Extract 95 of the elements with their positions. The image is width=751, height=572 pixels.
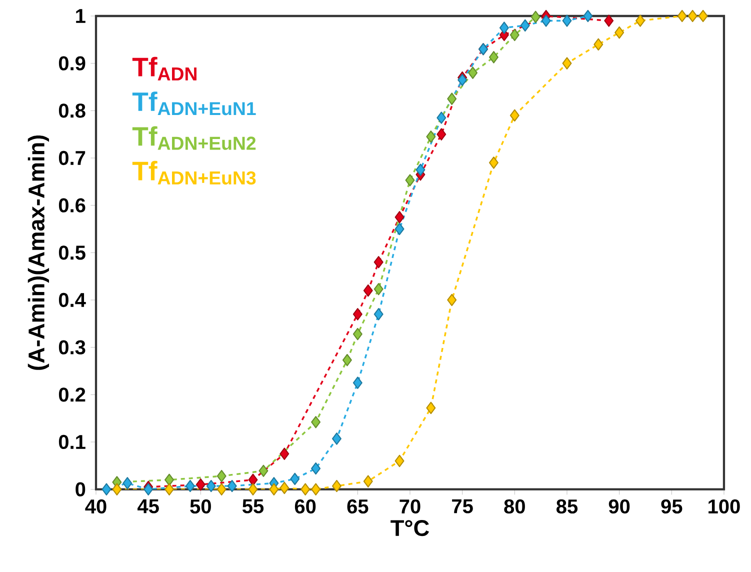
point bbox=[332, 480, 342, 492]
point bbox=[352, 308, 362, 320]
x-axis-title: T°C bbox=[390, 520, 430, 536]
point bbox=[185, 480, 195, 492]
x-tick-label: 80 bbox=[504, 499, 525, 514]
point bbox=[196, 478, 206, 491]
x-tick-label: 75 bbox=[452, 499, 473, 514]
point bbox=[311, 416, 321, 428]
x-tick-label: 70 bbox=[400, 499, 420, 514]
point bbox=[300, 483, 310, 496]
text: Tf$_{ADN+EuN2}$ bbox=[132, 126, 256, 150]
point bbox=[374, 256, 384, 268]
point bbox=[426, 130, 436, 143]
point bbox=[394, 211, 404, 224]
point bbox=[311, 462, 321, 475]
point bbox=[374, 282, 384, 296]
point bbox=[290, 472, 300, 486]
point bbox=[416, 164, 426, 176]
point bbox=[468, 66, 478, 79]
point bbox=[436, 112, 446, 124]
text: Tf$_{ADN+EuN3}$ bbox=[132, 160, 256, 185]
y-tick-label: 0.2 bbox=[58, 388, 86, 402]
y-tick-label: 0.6 bbox=[58, 198, 86, 212]
point bbox=[677, 10, 687, 22]
point bbox=[520, 19, 530, 32]
point bbox=[583, 10, 593, 22]
point bbox=[311, 483, 321, 496]
point bbox=[258, 464, 268, 477]
x-tick-label: 85 bbox=[556, 499, 578, 514]
point bbox=[499, 22, 509, 34]
y-tick-label: 0.8 bbox=[58, 104, 86, 118]
point bbox=[604, 14, 614, 27]
point bbox=[447, 92, 457, 105]
point bbox=[594, 38, 604, 51]
y-tick-label: 0.4 bbox=[58, 292, 86, 308]
y-axis-title: (A-Amin)(Amax-Amin) bbox=[28, 135, 50, 370]
x-tick-label: 90 bbox=[608, 499, 630, 514]
point bbox=[405, 174, 415, 186]
x-tick-label: 55 bbox=[242, 499, 264, 514]
point bbox=[342, 354, 352, 366]
point bbox=[488, 51, 498, 64]
x-tick-label: 40 bbox=[85, 499, 106, 514]
point bbox=[102, 483, 112, 496]
point bbox=[269, 483, 279, 496]
point bbox=[144, 483, 154, 496]
point bbox=[394, 222, 404, 236]
point bbox=[488, 156, 498, 169]
point bbox=[164, 483, 174, 496]
y-tick-label: 0.3 bbox=[58, 340, 86, 354]
point bbox=[352, 328, 362, 340]
point bbox=[458, 74, 468, 86]
point bbox=[216, 483, 226, 496]
point bbox=[426, 402, 436, 414]
point bbox=[510, 28, 520, 42]
x-tick-label: 45 bbox=[138, 499, 159, 514]
point bbox=[698, 10, 708, 22]
point bbox=[332, 432, 342, 445]
y-tick-label: 1 bbox=[76, 9, 86, 23]
point bbox=[363, 284, 373, 297]
x-tick-label: 95 bbox=[661, 499, 682, 514]
point bbox=[394, 454, 404, 468]
point bbox=[436, 128, 446, 140]
point bbox=[112, 483, 122, 496]
point bbox=[206, 480, 216, 492]
point bbox=[614, 26, 624, 39]
x-tick-label: 50 bbox=[190, 499, 211, 514]
point bbox=[636, 14, 645, 27]
y-tick-label: 0.9 bbox=[58, 56, 86, 70]
point bbox=[510, 109, 520, 122]
x-tick-label: 60 bbox=[294, 499, 316, 514]
point bbox=[562, 57, 572, 70]
text: Tf$_{ADN}$ bbox=[132, 56, 196, 80]
y-tick-label: 0.5 bbox=[58, 246, 86, 260]
point bbox=[541, 14, 551, 27]
y-tick-label: 0.7 bbox=[58, 150, 86, 166]
point bbox=[688, 10, 698, 22]
point bbox=[280, 482, 290, 494]
point bbox=[122, 477, 132, 490]
point bbox=[562, 14, 572, 27]
x-tick-label: 100 bbox=[708, 499, 740, 514]
point bbox=[248, 483, 258, 496]
text: Tf$_{ADN+EuN1}$ bbox=[132, 92, 256, 116]
point bbox=[374, 308, 384, 320]
point bbox=[352, 376, 362, 389]
point bbox=[280, 448, 290, 460]
point bbox=[216, 470, 226, 482]
point bbox=[248, 474, 258, 486]
point bbox=[530, 10, 540, 24]
y-tick-label: 0.1 bbox=[58, 434, 86, 450]
y-tick-label: 0 bbox=[76, 482, 86, 496]
x-tick-label: 65 bbox=[347, 499, 368, 514]
point bbox=[363, 475, 373, 488]
point bbox=[164, 474, 174, 486]
point bbox=[227, 480, 237, 492]
point bbox=[447, 294, 457, 306]
